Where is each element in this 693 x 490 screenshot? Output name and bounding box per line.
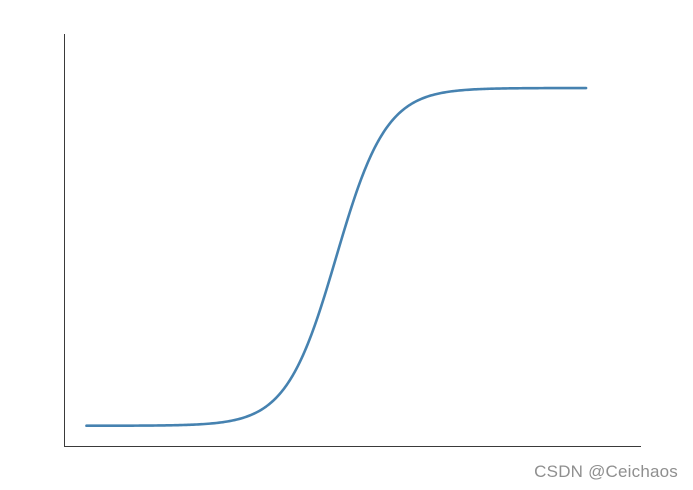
sigmoid-curve	[85, 86, 588, 428]
watermark: CSDN @Ceichaos	[534, 462, 678, 481]
